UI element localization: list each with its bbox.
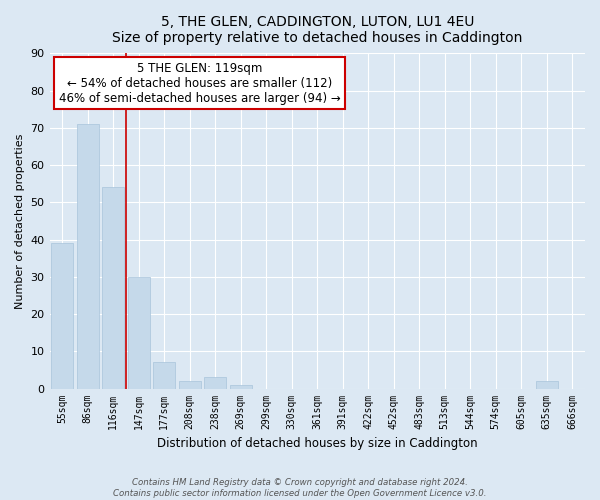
Y-axis label: Number of detached properties: Number of detached properties [15,133,25,308]
X-axis label: Distribution of detached houses by size in Caddington: Distribution of detached houses by size … [157,437,478,450]
Bar [536,381,557,388]
Bar [128,277,149,388]
Title: 5, THE GLEN, CADDINGTON, LUTON, LU1 4EU
Size of property relative to detached ho: 5, THE GLEN, CADDINGTON, LUTON, LU1 4EU … [112,15,523,45]
Bar [205,378,226,388]
Bar [52,244,73,388]
Bar [230,385,251,388]
Text: 5 THE GLEN: 119sqm
← 54% of detached houses are smaller (112)
46% of semi-detach: 5 THE GLEN: 119sqm ← 54% of detached hou… [59,62,340,104]
Bar [154,362,175,388]
Bar [179,381,200,388]
Text: Contains HM Land Registry data © Crown copyright and database right 2024.
Contai: Contains HM Land Registry data © Crown c… [113,478,487,498]
Bar [103,188,124,388]
Bar [77,124,98,388]
